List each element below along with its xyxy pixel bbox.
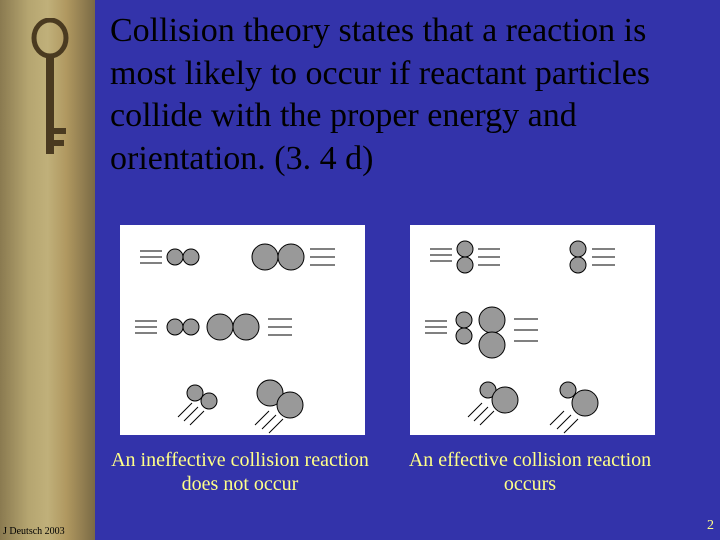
sidebar-texture <box>0 0 95 540</box>
diagram-effective <box>410 225 655 435</box>
page-number: 2 <box>707 518 714 534</box>
slide-title: Collision theory states that a reaction … <box>110 10 700 180</box>
key-icon <box>30 18 70 168</box>
main-content: Collision theory states that a reaction … <box>110 10 700 180</box>
diagrams-row <box>120 225 655 435</box>
footer-credit: J Deutsch 2003 <box>3 526 65 537</box>
captions-row: An ineffective collision reaction does n… <box>110 448 680 496</box>
caption-left: An ineffective collision reaction does n… <box>110 448 370 496</box>
diagram-ineffective <box>120 225 365 435</box>
caption-right: An effective collision reaction occurs <box>400 448 660 496</box>
